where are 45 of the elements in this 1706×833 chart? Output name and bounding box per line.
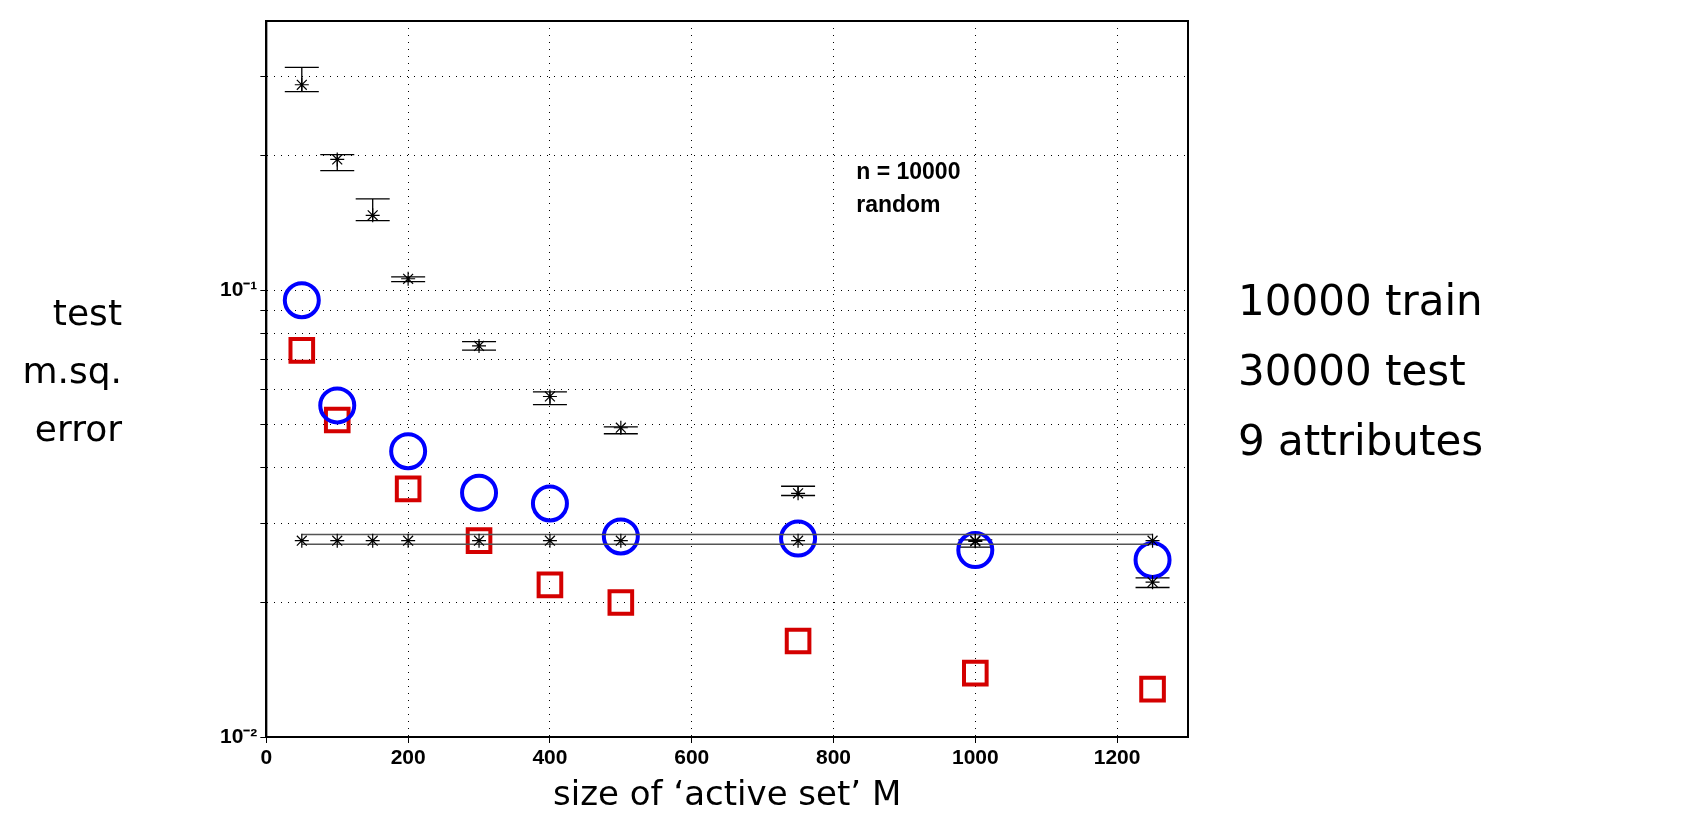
x-tick-label: 0: [260, 745, 273, 769]
point: [536, 571, 564, 599]
point: [530, 484, 569, 523]
point: [288, 337, 316, 364]
point: [542, 388, 558, 405]
point: [1139, 675, 1166, 703]
point: [400, 533, 416, 549]
point: [465, 527, 493, 554]
point: [1144, 574, 1161, 590]
point: [318, 386, 357, 425]
x-tick-label: 400: [532, 745, 568, 769]
point: [956, 531, 995, 570]
x-tick-label: 1000: [951, 745, 999, 769]
point: [607, 589, 635, 616]
point: [1144, 533, 1161, 549]
point: [389, 432, 428, 471]
point: [613, 420, 629, 436]
point: [601, 517, 640, 556]
point: [365, 533, 381, 549]
point: [542, 533, 558, 549]
point: [282, 281, 321, 320]
x-axis-title: size of ‘active set’ M: [553, 773, 902, 814]
point: [294, 533, 310, 549]
text: 10000 train 30000 test 9 attributes: [1238, 275, 1484, 465]
point: [294, 77, 310, 93]
point: [784, 627, 812, 655]
point: [460, 473, 499, 512]
y-tick-label: 10⁻¹: [219, 276, 258, 300]
annotation: n = 10000 random: [856, 157, 961, 217]
point: [779, 519, 818, 558]
point: [400, 271, 416, 287]
point: [323, 406, 351, 434]
y-axis-title: test m.sq. error: [22, 292, 123, 450]
x-tick-label: 800: [816, 745, 852, 769]
x-tick-label: 600: [674, 745, 710, 769]
point: [365, 207, 381, 223]
y-tick-label: 10⁻²: [219, 723, 258, 747]
point: [962, 659, 989, 687]
point: [471, 338, 487, 354]
point: [329, 151, 345, 168]
x-tick-label: 200: [390, 745, 426, 769]
point: [329, 533, 345, 549]
point: [790, 485, 806, 501]
point: [394, 475, 422, 503]
x-tick-label: 1200: [1093, 745, 1141, 769]
